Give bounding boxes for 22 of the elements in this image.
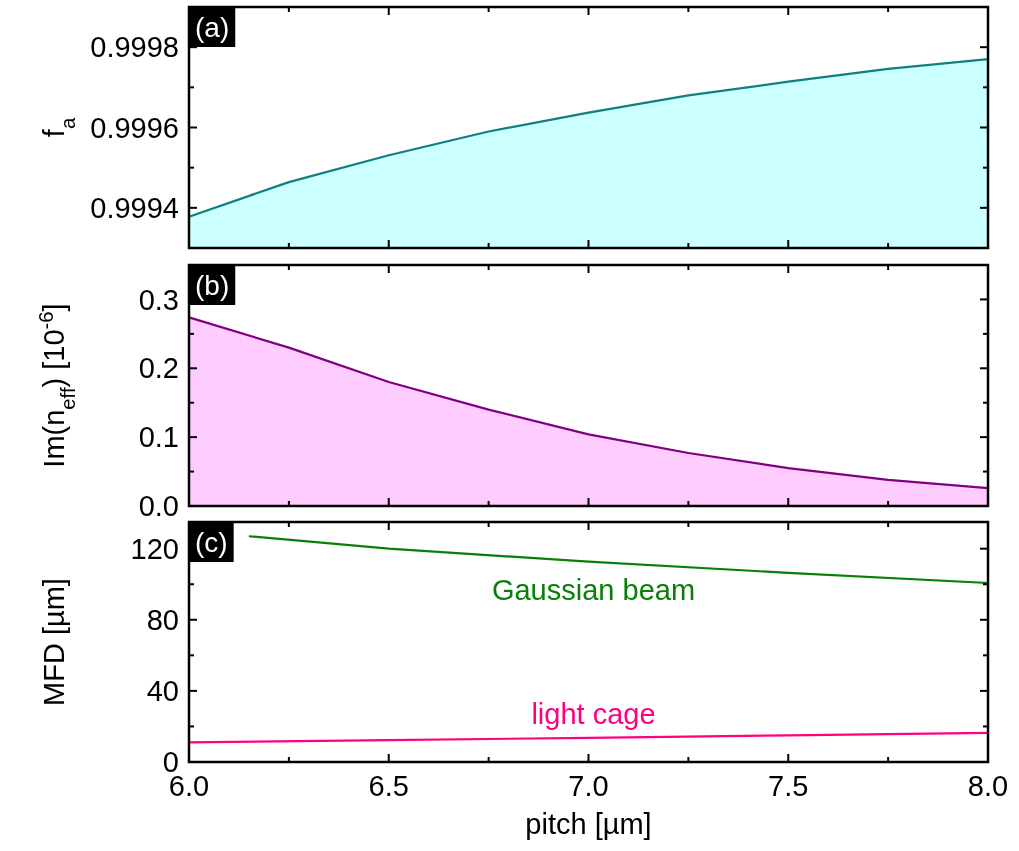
- y-axis-title: MFD [µm]: [38, 578, 70, 706]
- y-tick-label: 80: [146, 603, 179, 636]
- line-series: [187, 731, 990, 744]
- x-tick-label: 8.0: [967, 770, 1009, 802]
- x-tick-label: 7.5: [768, 770, 809, 802]
- y-tick-label: 0.9998: [90, 31, 179, 64]
- x-axis-title: pitch [µm]: [525, 808, 652, 840]
- y-tick-label: 0.1: [138, 421, 179, 454]
- y-tick-label: 0.3: [138, 283, 179, 316]
- y-tick-label: 0.2: [138, 352, 179, 385]
- chart-title: (a): [195, 12, 230, 43]
- y-tick-label: 0.9994: [90, 191, 179, 224]
- series-label: light cage: [531, 697, 656, 730]
- chart-title: (c): [195, 527, 228, 558]
- y-tick-label: 40: [146, 675, 179, 708]
- series-label: Gaussian beam: [491, 573, 696, 606]
- y-tick-label: 120: [130, 532, 179, 565]
- x-tick-label: 6.5: [368, 770, 409, 802]
- y-tick-label: 0.0: [138, 490, 179, 523]
- chart-title: (b): [195, 270, 230, 301]
- y-tick-label: 0.9996: [90, 111, 179, 144]
- x-tick-label: 7.0: [568, 770, 609, 802]
